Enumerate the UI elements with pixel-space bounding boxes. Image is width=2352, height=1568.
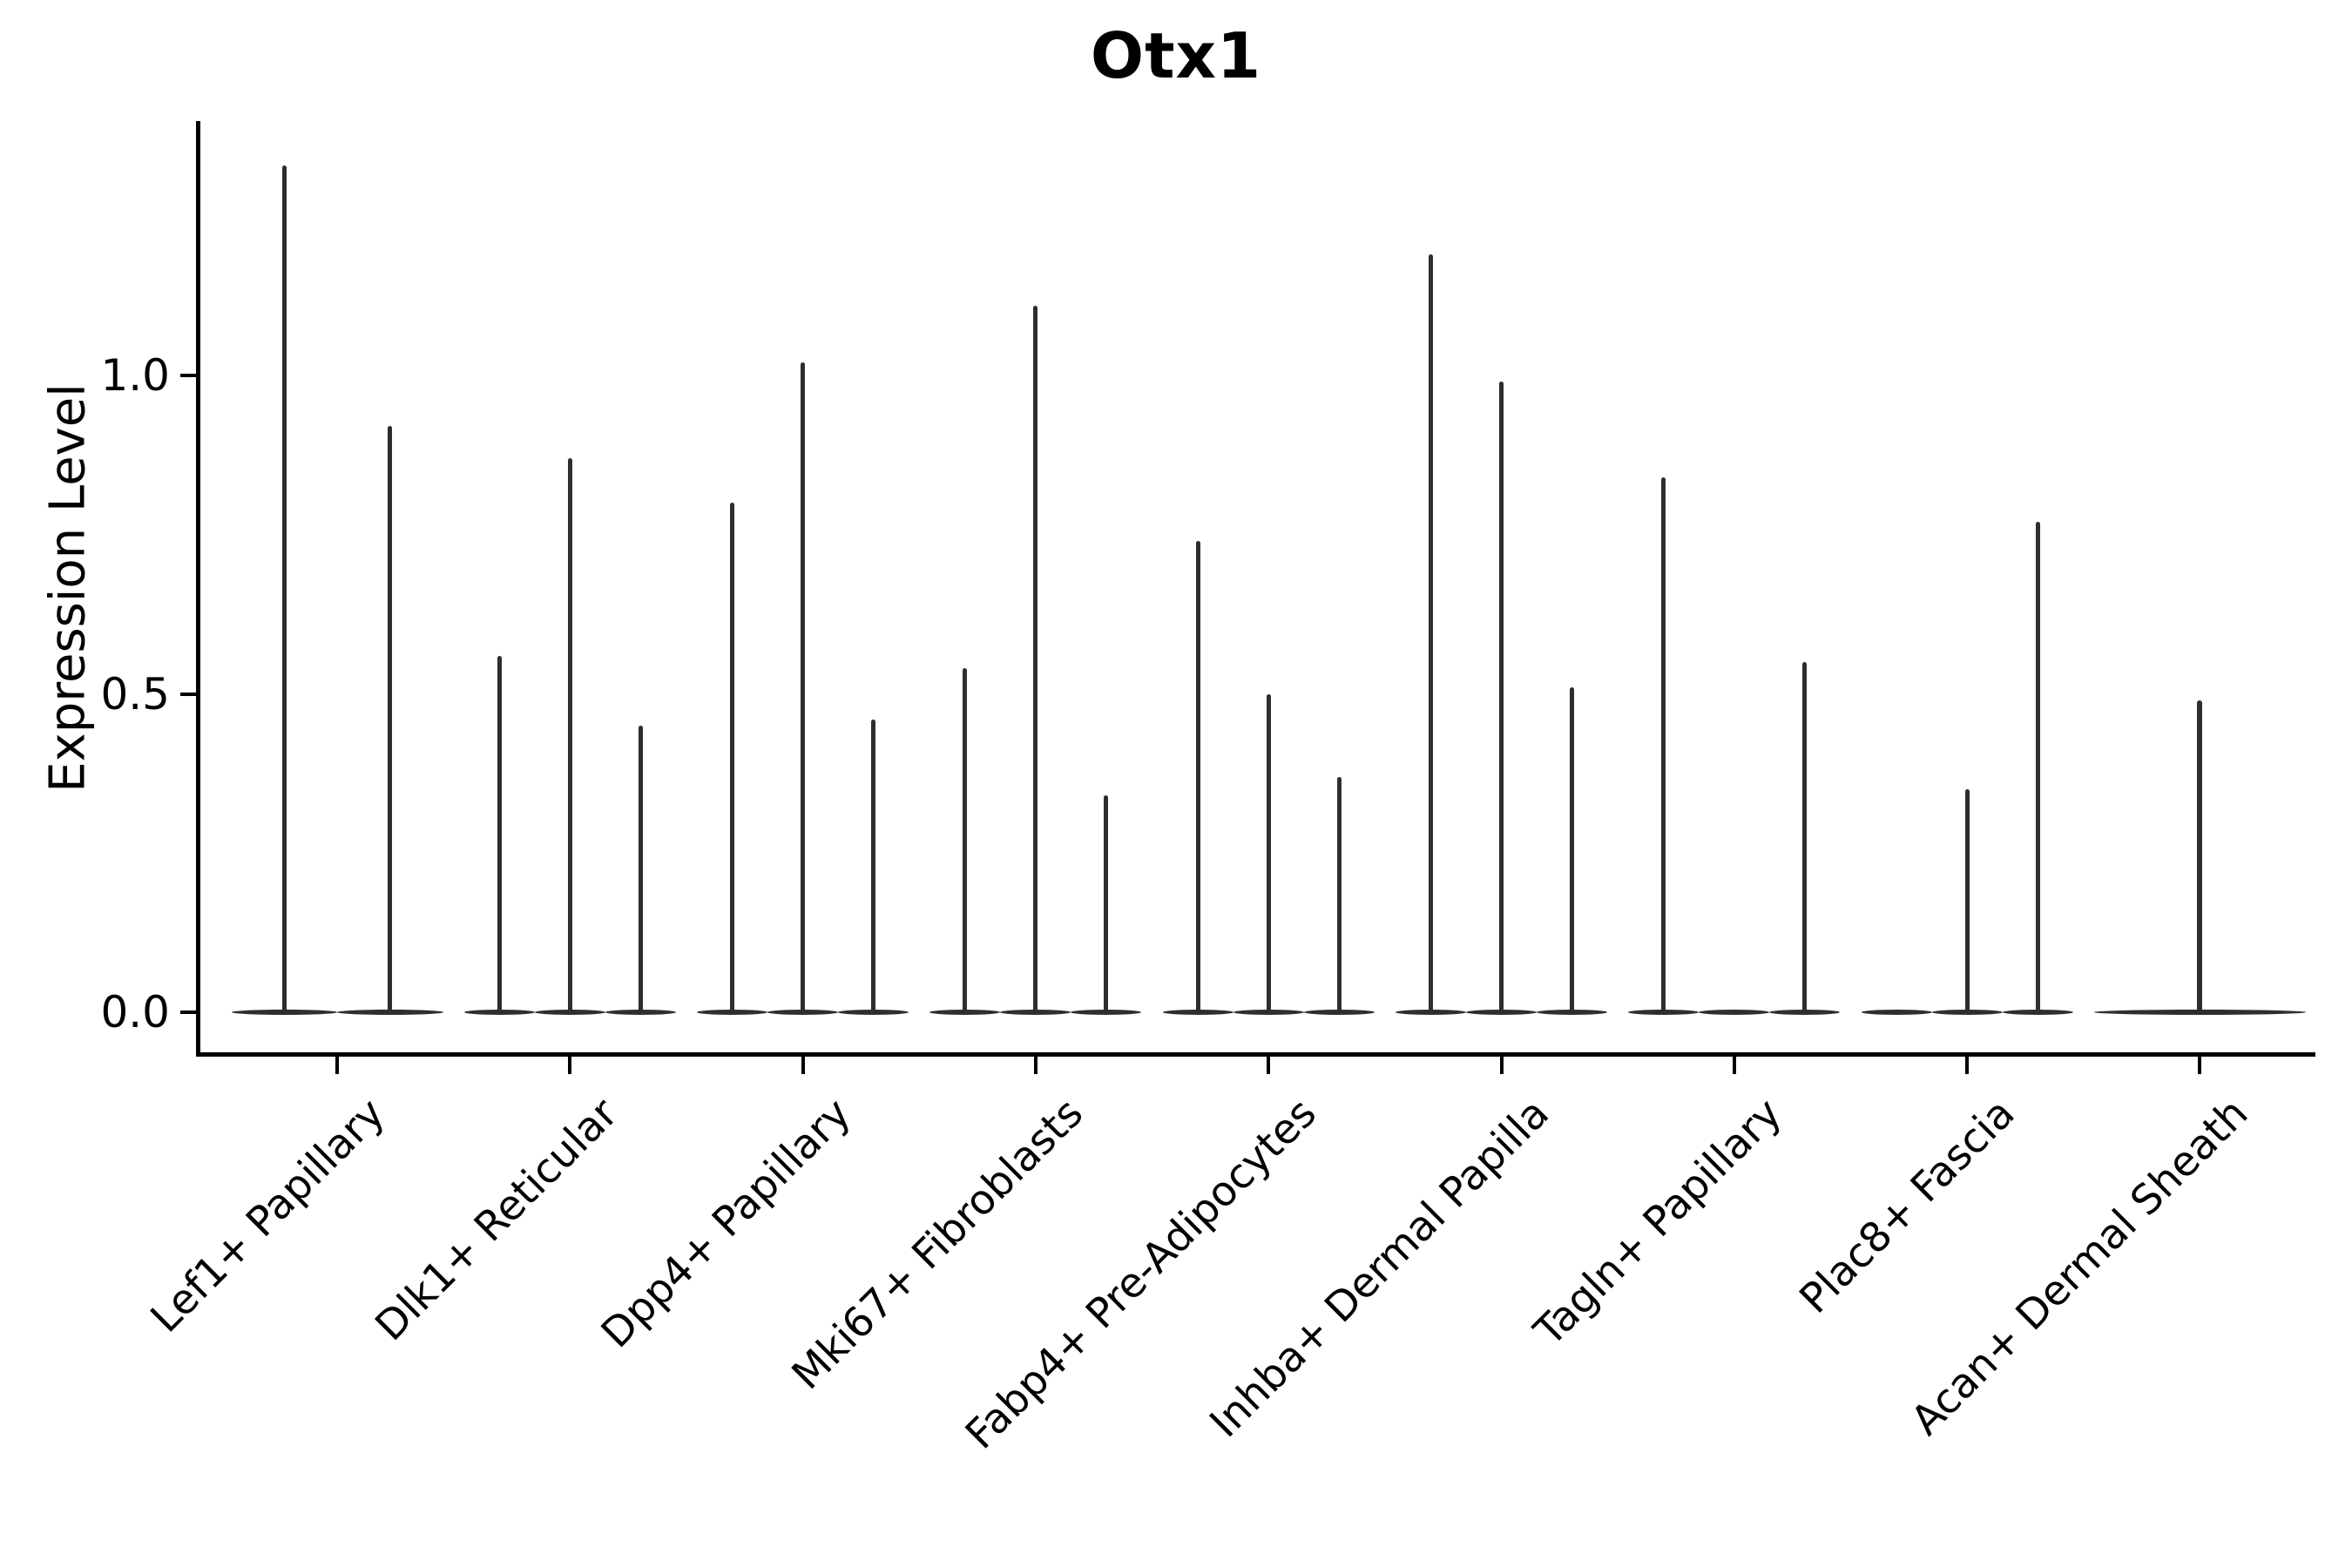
y-axis-spine [196, 121, 200, 1057]
y-axis-tick-label: 1.0 [100, 350, 170, 401]
x-axis-tick-label: Dpp4+ Papillary [591, 1089, 861, 1358]
x-axis-tick-label: Dlk1+ Reticular [366, 1089, 627, 1351]
violin-body [1699, 1010, 1770, 1015]
x-axis-tick [1965, 1057, 1970, 1074]
x-axis-tick [1267, 1057, 1271, 1074]
violin-spike [1499, 382, 1504, 1014]
violin-spike [1104, 795, 1109, 1014]
violin-spike [730, 503, 735, 1014]
violin-body [1861, 1010, 1932, 1015]
violin-spike [281, 165, 287, 1014]
y-axis-tick-label: 0.5 [100, 668, 170, 720]
x-axis-tick [1033, 1057, 1037, 1074]
x-axis-tick [1499, 1057, 1504, 1074]
violin-spike [567, 458, 572, 1014]
violin-spike [2197, 700, 2203, 1014]
x-axis-tick [2198, 1057, 2202, 1074]
y-axis-tick [180, 692, 196, 696]
violin-spike [801, 362, 806, 1014]
violin-spike [1570, 687, 1574, 1014]
plot-title: Otx1 [1090, 19, 1262, 92]
violin-spike [1336, 776, 1342, 1014]
violin-spike [1661, 476, 1666, 1014]
x-axis-tick [335, 1057, 339, 1074]
x-axis-tick [1732, 1057, 1736, 1074]
x-axis-spine [196, 1052, 2315, 1057]
x-axis-tick [801, 1057, 805, 1074]
x-axis-tick [568, 1057, 572, 1074]
x-axis-tick-label: Tagln+ Papillary [1525, 1089, 1792, 1355]
violin-spike [1266, 693, 1271, 1014]
y-axis-tick [180, 374, 196, 377]
violin-spike [1802, 661, 1808, 1014]
x-axis-tick-label: Plac8+ Fascia [1790, 1089, 2024, 1323]
violin-spike [1033, 305, 1038, 1014]
y-axis-tick [180, 1010, 196, 1014]
violin-spike [1429, 254, 1433, 1014]
x-axis-tick-label: Lef1+ Papillary [141, 1089, 395, 1342]
violin-spike [388, 426, 393, 1014]
y-axis-tick-label: 0.0 [100, 987, 170, 1037]
violin-spike [1964, 789, 1970, 1014]
violin-spike [638, 726, 643, 1014]
violin-spike [963, 668, 968, 1014]
violin-spike [2035, 522, 2040, 1014]
violin-spike [1195, 541, 1200, 1014]
violin-spike [871, 719, 876, 1014]
violin-spike [497, 655, 502, 1014]
